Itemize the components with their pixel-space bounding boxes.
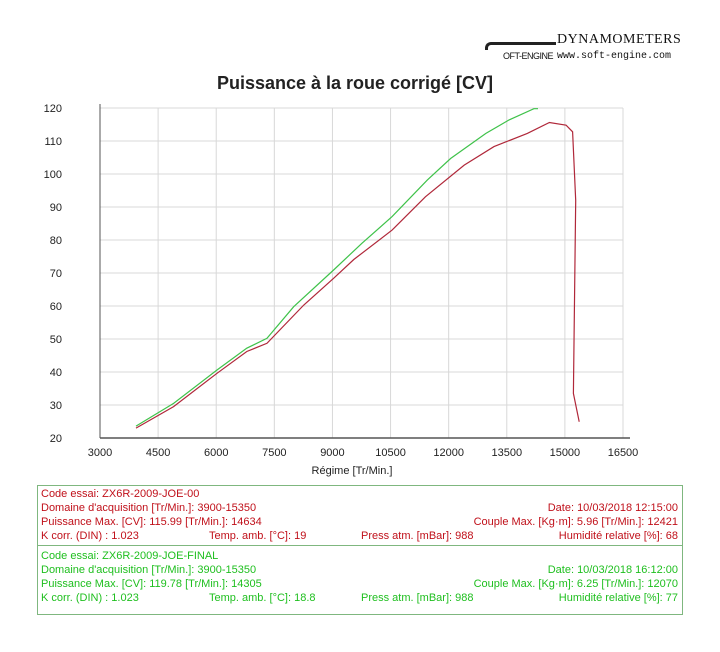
run2-domaine: Domaine d'acquisition [Tr/Min.]: 3900-15… xyxy=(41,564,257,576)
run1-press: Press atm. [mBar]: 988 xyxy=(361,530,474,542)
logo-brand: DYNAMOMETERS xyxy=(557,32,682,47)
run-info-1: Code essai: ZX6R-2009-JOE-00 Domaine d'a… xyxy=(37,485,683,546)
run1-date: Date: 10/03/2018 12:15:00 xyxy=(547,502,678,514)
run1-humid: Humidité relative [%]: 68 xyxy=(558,530,678,542)
run2-press: Press atm. [mBar]: 988 xyxy=(361,592,474,604)
logo-swoosh-icon xyxy=(485,42,556,50)
run2-puissance: Puissance Max. [CV]: 119.78 [Tr/Min.]: 1… xyxy=(41,578,262,590)
run1-domaine: Domaine d'acquisition [Tr/Min.]: 3900-15… xyxy=(41,502,257,514)
x-tick-label: 3000 xyxy=(88,447,112,459)
y-tick-label: 90 xyxy=(50,202,62,214)
run2-humid: Humidité relative [%]: 77 xyxy=(558,592,678,604)
x-axis-label: Régime [Tr/Min.] xyxy=(312,465,393,477)
run1-code: Code essai: ZX6R-2009-JOE-00 xyxy=(41,488,200,500)
power-chart: Puissance à la roue corrigé [CV] 20 30 40 5… xyxy=(44,73,639,477)
y-tick-label: 70 xyxy=(50,268,62,280)
run-info-2: Code essai: ZX6R-2009-JOE-FINAL Domaine … xyxy=(37,545,683,615)
run1-temp: Temp. amb. [°C]: 19 xyxy=(209,530,307,542)
y-tick-label: 40 xyxy=(50,367,62,379)
y-tick-label: 50 xyxy=(50,334,62,346)
series-line-1 xyxy=(135,121,580,429)
run2-kcorr: K corr. (DIN) : 1.023 xyxy=(41,592,139,604)
logo-url: www.soft-engine.com xyxy=(557,51,672,62)
y-tick-label: 20 xyxy=(50,433,62,445)
run1-puissance: Puissance Max. [CV]: 115.99 [Tr/Min.]: 1… xyxy=(41,516,262,528)
x-tick-label: 16500 xyxy=(608,447,639,459)
y-tick-label: 30 xyxy=(50,400,62,412)
x-tick-label: 6000 xyxy=(204,447,228,459)
run2-code: Code essai: ZX6R-2009-JOE-FINAL xyxy=(41,550,219,562)
series-line-2 xyxy=(135,108,538,427)
x-tick-label: 9000 xyxy=(320,447,344,459)
x-tick-label: 7500 xyxy=(262,447,286,459)
x-tick-label: 12000 xyxy=(433,447,464,459)
y-tick-label: 80 xyxy=(50,235,62,247)
x-tick-label: 10500 xyxy=(375,447,406,459)
x-tick-label: 15000 xyxy=(550,447,581,459)
run1-couple: Couple Max. [Kg·m]: 5.96 [Tr/Min.]: 1242… xyxy=(473,516,678,528)
x-tick-label: 13500 xyxy=(491,447,522,459)
y-tick-label: 100 xyxy=(44,169,62,181)
run2-couple: Couple Max. [Kg·m]: 6.25 [Tr/Min.]: 1207… xyxy=(473,578,678,590)
chart-title: Puissance à la roue corrigé [CV] xyxy=(217,73,493,93)
x-tick-label: 4500 xyxy=(146,447,170,459)
soft-engine-logo: DYNAMOMETERS OFT-ENGINE www.soft-engine.… xyxy=(485,30,695,70)
y-tick-label: 120 xyxy=(44,103,62,115)
y-tick-label: 110 xyxy=(44,136,62,148)
run1-kcorr: K corr. (DIN) : 1.023 xyxy=(41,530,139,542)
run2-date: Date: 10/03/2018 16:12:00 xyxy=(547,564,678,576)
run2-temp: Temp. amb. [°C]: 18.8 xyxy=(209,592,316,604)
y-tick-label: 60 xyxy=(50,301,62,313)
logo-sub: OFT-ENGINE xyxy=(503,51,554,61)
